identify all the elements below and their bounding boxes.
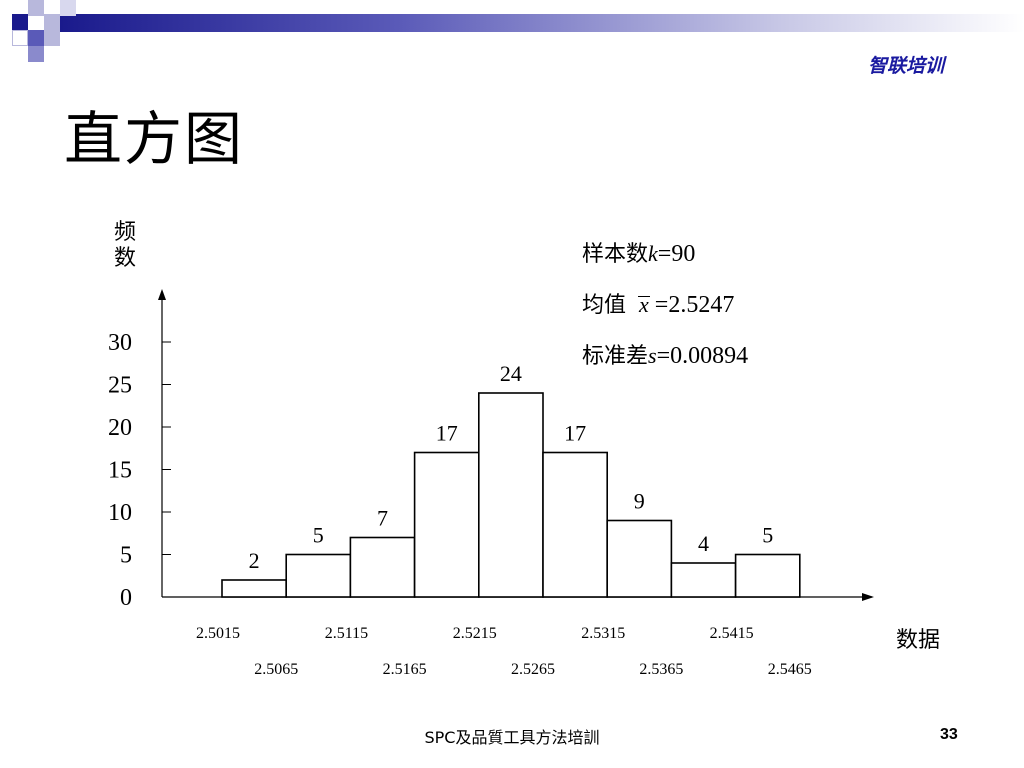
bar-value-label-2: 7 [377, 506, 388, 531]
x-edge-label-upper-0: 2.5015 [196, 625, 240, 642]
bar-value-label-7: 4 [698, 531, 709, 556]
stats-panel: 样本数k=90 均值 x =2.5247 标准差s=0.00894 [582, 236, 748, 389]
header-gradient-bar [60, 14, 1024, 32]
stat-sd-value: =0.00894 [656, 343, 749, 369]
x-edge-label-lower-1: 2.5165 [383, 661, 427, 678]
page-number: 33 [940, 726, 958, 743]
header-square-light3 [44, 30, 60, 46]
bar-value-label-1: 5 [313, 523, 324, 548]
stat-sd-label: 标准差 [582, 344, 649, 369]
header-square-light4 [60, 0, 76, 16]
header-square-dark [12, 14, 28, 30]
y-tick-label-10: 10 [108, 500, 132, 526]
page-title: 直方图 [64, 105, 245, 173]
y-tick-label-30: 30 [108, 330, 132, 356]
x-edge-label-upper-3: 2.5315 [581, 625, 625, 642]
header-square-mid2 [28, 30, 44, 46]
y-axis-label: 频数 [114, 220, 137, 271]
stat-sample-size: 样本数k=90 [582, 236, 748, 287]
x-edge-label-lower-0: 2.5065 [254, 661, 298, 678]
x-edge-label-lower-4: 2.5465 [768, 661, 812, 678]
bar-value-label-3: 17 [436, 421, 458, 446]
bar-value-label-6: 9 [634, 489, 645, 514]
histogram-bar-4 [477, 392, 544, 598]
stat-sample-var: k [648, 241, 658, 266]
x-edge-label-lower-3: 2.5365 [639, 661, 683, 678]
stat-sample-value: =90 [657, 241, 696, 267]
stat-mean: 均值 x =2.5247 [582, 287, 748, 338]
histogram-bar-1 [285, 553, 352, 598]
stat-mean-value: =2.5247 [654, 292, 735, 318]
histogram-bar-6 [606, 519, 673, 598]
bar-value-label-0: 2 [249, 548, 260, 573]
brand-label: 智联培训 [868, 55, 945, 77]
chart-bars [221, 392, 801, 598]
histogram-bar-3 [413, 451, 480, 598]
stat-mean-var: x [638, 292, 650, 317]
stat-sample-label: 样本数 [582, 242, 649, 267]
header-square-mid3 [28, 46, 44, 62]
histogram-bar-2 [349, 536, 416, 598]
histogram-bar-8 [734, 553, 801, 598]
y-tick-label-15: 15 [108, 458, 132, 484]
y-axis-arrow [158, 289, 166, 300]
bar-value-label-8: 5 [762, 523, 773, 548]
bar-value-label-4: 24 [500, 361, 522, 386]
x-axis-label: 数据 [896, 628, 940, 653]
stat-sd-var: s [648, 343, 657, 368]
histogram-bar-5 [542, 451, 608, 598]
y-tick-label-0: 0 [120, 585, 132, 611]
header-square-light2 [12, 30, 28, 46]
histogram-bar-7 [670, 562, 737, 598]
x-edge-label-upper-4: 2.5415 [710, 625, 754, 642]
y-tick-label-5: 5 [120, 543, 132, 569]
x-axis-arrow [862, 593, 874, 601]
stat-mean-label: 均值 [582, 293, 627, 318]
header-square-mid [28, 0, 44, 16]
stat-std-dev: 标准差s=0.00894 [582, 338, 748, 389]
x-edge-label-upper-2: 2.5215 [453, 625, 497, 642]
y-tick-label-25: 25 [108, 373, 132, 399]
histogram-bar-0 [221, 579, 287, 598]
header-square-light [44, 14, 60, 30]
x-edge-label-lower-2: 2.5265 [511, 661, 555, 678]
y-tick-label-20: 20 [108, 415, 132, 441]
x-edge-label-upper-1: 2.5115 [325, 625, 368, 642]
bar-value-label-5: 17 [564, 421, 586, 446]
footer-text: SPC及品質工具方法培訓 [424, 728, 600, 747]
